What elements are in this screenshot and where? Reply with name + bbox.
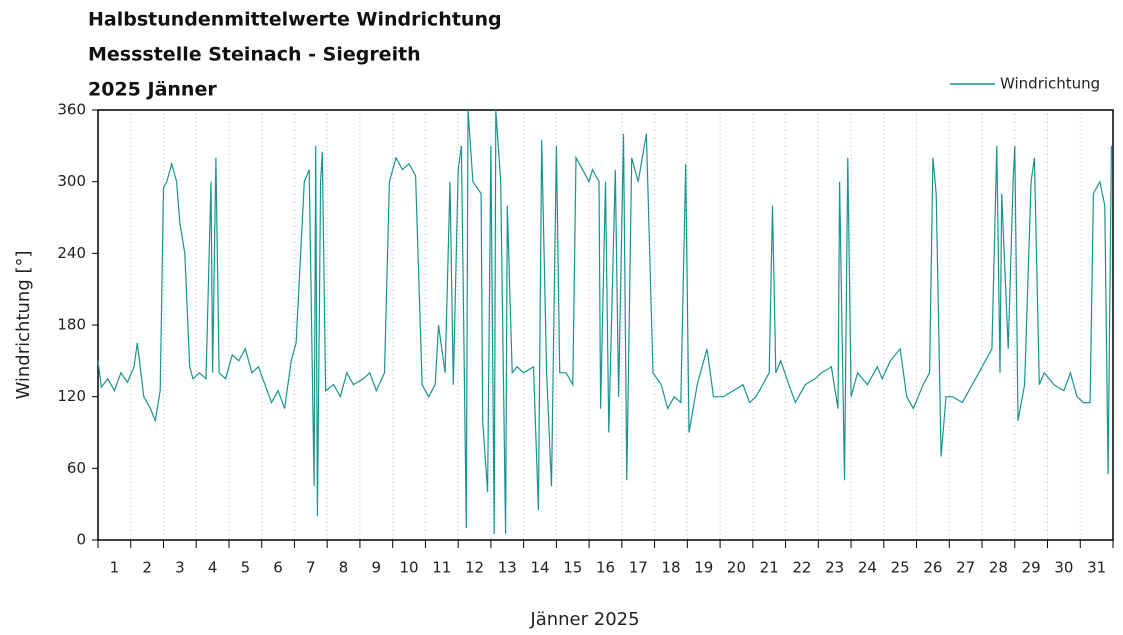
- y-axis-label: Windrichtung [°]: [13, 250, 34, 399]
- x-tick-label: 12: [465, 559, 484, 577]
- x-axis-label: Jänner 2025: [529, 609, 639, 630]
- y-tick-label: 360: [57, 101, 86, 119]
- x-tick-label: 18: [661, 559, 680, 577]
- x-tick-label: 8: [339, 559, 349, 577]
- x-tick-label: 22: [792, 559, 811, 577]
- x-tick-label: 28: [989, 559, 1008, 577]
- x-tick-label: 2: [142, 559, 152, 577]
- plot-frame: [97, 109, 1114, 541]
- y-tick-label: 0: [76, 531, 86, 549]
- y-tick-label: 180: [57, 316, 86, 334]
- legend-label: Windrichtung: [1000, 75, 1100, 93]
- x-tick-label: 19: [694, 559, 713, 577]
- x-tick-label: 20: [727, 559, 746, 577]
- x-tick-label: 6: [273, 559, 283, 577]
- x-tick-label: 4: [208, 559, 218, 577]
- x-tick-label: 1: [110, 559, 120, 577]
- x-tick-label: 14: [530, 559, 549, 577]
- x-tick-label: 5: [241, 559, 251, 577]
- x-tick-label: 23: [825, 559, 844, 577]
- chart-period: 2025 Jänner: [88, 79, 217, 101]
- x-tick-label: 27: [956, 559, 975, 577]
- x-tick-label: 11: [432, 559, 451, 577]
- x-tick-label: 31: [1087, 559, 1106, 577]
- x-tick-label: 3: [175, 559, 185, 577]
- y-tick-label: 120: [57, 387, 86, 405]
- data-line: [97, 109, 1112, 535]
- x-tick-label: 15: [563, 559, 582, 577]
- x-tick-label: 21: [760, 559, 779, 577]
- y-tick-label: 60: [67, 459, 86, 477]
- y-tick-label: 300: [57, 172, 86, 190]
- x-tick-label: 10: [400, 559, 419, 577]
- x-tick-label: 24: [858, 559, 877, 577]
- x-tick-label: 26: [923, 559, 942, 577]
- x-tick-label: 29: [1022, 559, 1041, 577]
- chart-title: Halbstundenmittelwerte Windrichtung: [88, 9, 502, 31]
- y-tick-label: 240: [57, 244, 86, 262]
- x-tick-label: 7: [306, 559, 316, 577]
- x-tick-label: 25: [891, 559, 910, 577]
- x-tick-label: 13: [498, 559, 517, 577]
- x-tick-label: 30: [1054, 559, 1073, 577]
- x-tick-label: 17: [629, 559, 648, 577]
- x-tick-label: 16: [596, 559, 615, 577]
- chart-subtitle: Messstelle Steinach - Siegreith: [88, 44, 421, 66]
- x-tick-label: 9: [372, 559, 382, 577]
